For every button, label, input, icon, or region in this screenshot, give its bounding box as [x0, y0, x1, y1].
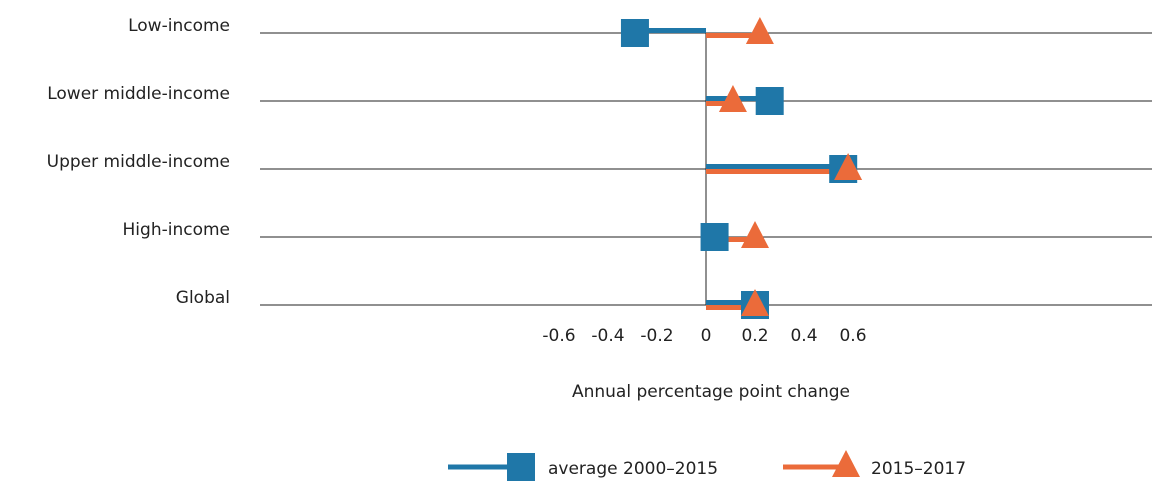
x-tick-labels: -0.6 -0.4 -0.2 0 0.2 0.4 0.6: [542, 326, 866, 346]
x-tick-label: -0.6: [542, 326, 575, 346]
series-markers: [620, 17, 863, 319]
x-tick-label: 0.6: [839, 326, 866, 346]
x-tick-label: 0: [701, 326, 712, 346]
category-label-lower-middle-income: Lower middle-income: [47, 84, 230, 104]
x-axis-title: Annual percentage point change: [572, 382, 850, 402]
x-tick-label: -0.2: [640, 326, 673, 346]
point-2015-2017-upper-middle-income: [834, 153, 863, 180]
legend-marker-triangle: [832, 450, 860, 477]
x-tick-label: -0.4: [591, 326, 624, 346]
point-2015-2017-high-income: [741, 221, 769, 248]
point-2015-2017-global: [741, 289, 769, 316]
point-average-2000-2015-high-income: [700, 223, 729, 251]
x-tick-label: 0.4: [790, 326, 817, 346]
legend-label-average-2000-2015: average 2000–2015: [548, 459, 718, 479]
category-labels: Low-income Lower middle-income Upper middl…: [47, 16, 230, 308]
point-average-2000-2015-low-income: [620, 19, 649, 47]
point-2015-2017-lower-middle-income: [718, 85, 747, 112]
point-average-2000-2015-lower-middle-income: [755, 87, 784, 115]
legend-label-2015-2017: 2015–2017: [871, 459, 966, 479]
category-label-global: Global: [176, 288, 230, 308]
legend: average 2000–2015 2015–2017: [448, 450, 966, 481]
category-label-upper-middle-income: Upper middle-income: [47, 152, 230, 172]
category-label-low-income: Low-income: [128, 16, 230, 36]
x-tick-label: 0.2: [741, 326, 768, 346]
category-label-high-income: High-income: [123, 220, 230, 240]
point-2015-2017-low-income: [745, 17, 774, 44]
legend-marker-square: [507, 453, 535, 481]
